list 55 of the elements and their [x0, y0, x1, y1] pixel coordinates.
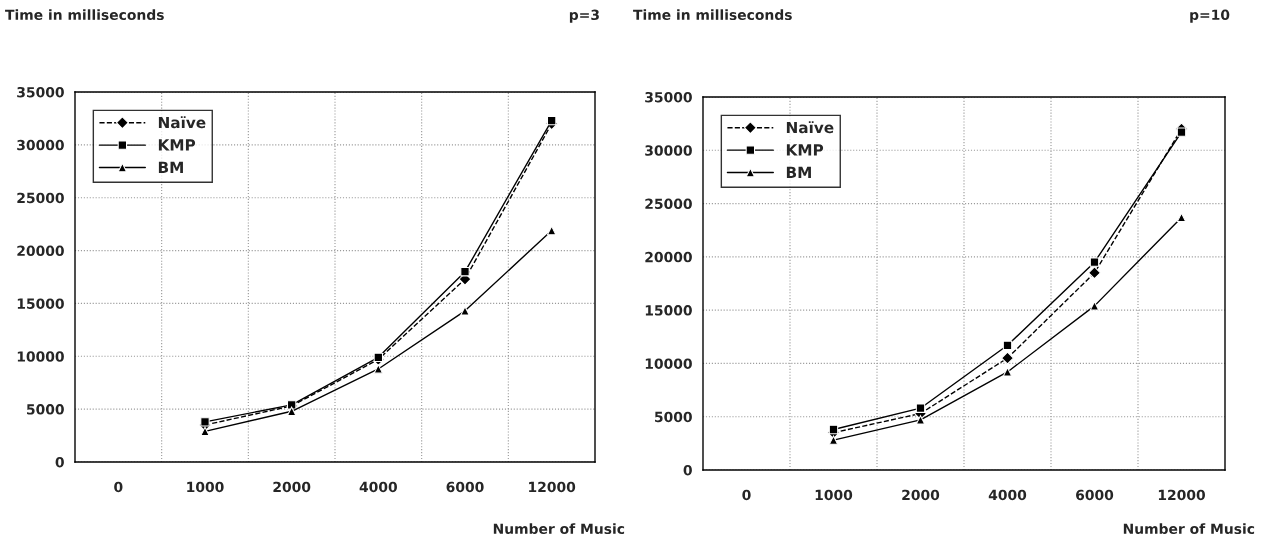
- x-tick-label: 1000: [815, 489, 853, 501]
- y-axis-title: Time in milliseconds: [5, 9, 164, 21]
- point: [915, 415, 926, 425]
- y-tick-label: 15000: [17, 298, 64, 309]
- legend-label: KMP: [158, 139, 196, 151]
- point: [1002, 340, 1013, 350]
- point: [1088, 266, 1101, 280]
- x-tick-label: 4000: [988, 489, 1027, 501]
- y-tick-label: 30000: [17, 139, 64, 151]
- x-tick-label: 6000: [1076, 489, 1114, 501]
- legend-label: BM: [786, 166, 811, 178]
- y-tick-label: 0: [683, 464, 692, 476]
- x-tick-label: 0: [742, 489, 751, 501]
- y-tick-label: 5000: [27, 404, 64, 415]
- point: [200, 417, 210, 427]
- point: [286, 400, 297, 410]
- point: [1089, 257, 1100, 267]
- y-tick-label: 35000: [17, 86, 64, 98]
- x-tick-label: 12000: [1158, 489, 1205, 501]
- x-tick-label: 1000: [187, 481, 224, 493]
- x-axis-title: Number of Music: [1123, 523, 1255, 535]
- x-tick-label: 0: [114, 481, 123, 493]
- y-tick-label: 20000: [645, 251, 692, 263]
- y-tick-label: 15000: [645, 305, 692, 316]
- y-tick-label: 35000: [645, 91, 692, 103]
- y-tick-label: 10000: [17, 351, 64, 362]
- legend-label: KMP: [786, 144, 824, 156]
- y-tick-label: 0: [55, 456, 64, 468]
- point: [286, 406, 297, 416]
- x-tick-label: 4000: [359, 481, 397, 493]
- y-tick-label: 25000: [645, 198, 692, 210]
- x-tick-label: 2000: [273, 481, 311, 493]
- point: [460, 267, 470, 277]
- y-tick-label: 10000: [645, 358, 692, 369]
- point: [373, 364, 384, 374]
- point: [460, 306, 470, 316]
- point: [828, 424, 839, 435]
- legend-label: BM: [158, 161, 183, 173]
- y-tick-label: 5000: [655, 411, 692, 423]
- x-tick-label: 2000: [902, 489, 940, 501]
- chart-title: p=10: [1190, 9, 1230, 23]
- point: [1176, 127, 1187, 137]
- y-tick-label: 30000: [645, 145, 692, 156]
- legend-label: Naïve: [158, 116, 206, 129]
- chart-title: p=3: [569, 9, 599, 23]
- point: [915, 403, 926, 413]
- x-tick-label: 12000: [529, 481, 576, 493]
- x-tick-label: 6000: [446, 481, 484, 493]
- x-axis-title: Number of Music: [493, 523, 625, 535]
- legend-label: Naïve: [786, 121, 834, 134]
- y-tick-label: 25000: [17, 192, 64, 204]
- y-axis-title: Time in milliseconds: [633, 9, 792, 21]
- point: [828, 435, 839, 445]
- y-tick-label: 20000: [17, 245, 64, 257]
- point: [1001, 351, 1014, 365]
